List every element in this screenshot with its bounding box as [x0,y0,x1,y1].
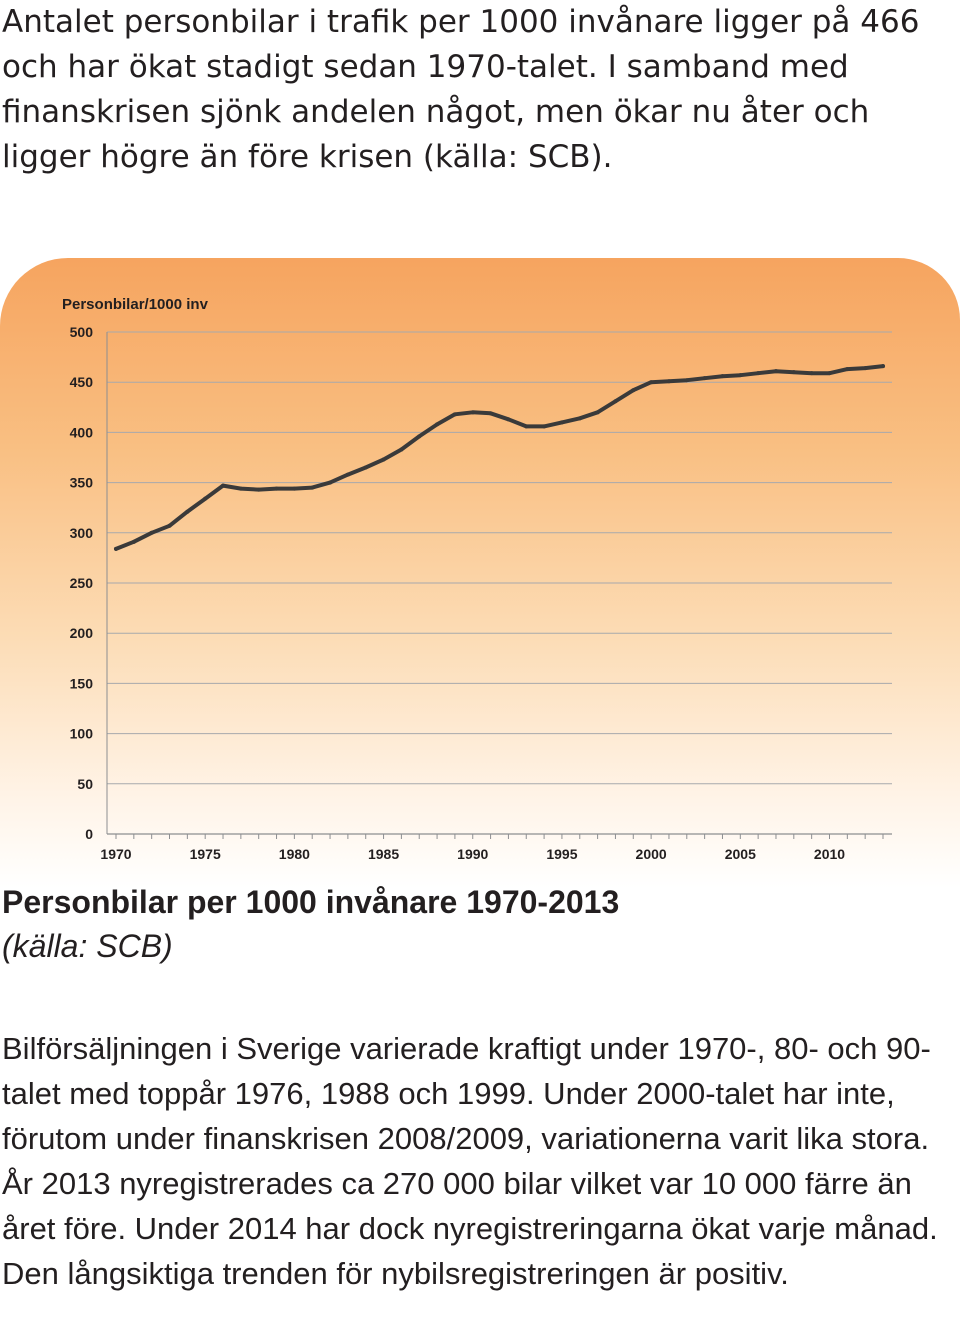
data-point-1981 [310,485,315,490]
data-point-2003 [702,376,707,381]
data-point-2006 [756,371,761,376]
data-point-1999 [631,388,636,393]
y-tick-400: 400 [70,424,94,440]
x-tick-2010: 2010 [814,846,845,862]
y-tick-350: 350 [70,475,94,491]
data-point-1986 [399,447,404,452]
data-point-2013 [881,364,885,369]
data-point-1994 [542,424,547,429]
x-tick-1975: 1975 [190,846,221,862]
data-point-1977 [238,486,243,491]
y-tick-500: 500 [70,324,94,340]
y-tick-450: 450 [70,374,94,390]
data-point-2001 [666,379,671,384]
data-point-1985 [381,457,386,462]
data-point-2004 [720,374,725,379]
series-layer [114,364,885,551]
data-point-1974 [185,509,190,514]
data-point-1970 [114,546,118,551]
body-paragraph: Bilförsäljningen i Sverige varierade kra… [2,1031,938,1291]
y-tick-labels: 0 50 100 150 200 250 300 350 400 450 500 [70,324,94,842]
grid-lines [107,331,892,785]
data-point-2000 [649,380,654,385]
data-point-2007 [773,369,778,374]
x-tick-labels: 1970 1975 1980 1985 1990 1995 2000 2005 2010 [100,846,845,862]
caption-source: (källa: SCB) [2,928,173,964]
data-point-1975 [203,496,208,501]
data-point-1987 [417,434,422,439]
x-tick-2000: 2000 [636,846,667,862]
y-axis-label: Personbilar/1000 inv [62,296,209,313]
y-tick-0: 0 [85,826,93,842]
data-point-1982 [328,480,333,485]
data-point-2008 [791,370,796,375]
data-point-1976 [221,483,226,488]
line-chart: Personbilar/1000 inv 0 50 100 150 200 250 300 3… [62,296,892,862]
data-point-1978 [256,487,261,492]
data-point-1998 [613,399,618,404]
data-point-1971 [131,539,136,544]
data-point-1989 [452,412,457,417]
caption-title: Personbilar per 1000 invånare 1970-2013 [2,884,620,920]
data-point-2012 [863,366,868,371]
y-tick-200: 200 [70,625,94,641]
data-point-1984 [363,465,368,470]
y-tick-100: 100 [70,726,94,742]
data-point-1973 [167,523,172,528]
data-point-1991 [488,411,493,416]
data-point-1995 [559,420,564,425]
data-point-1996 [577,416,582,421]
x-tick-1970: 1970 [100,846,131,862]
intro-paragraph: Antalet personbilar i trafik per 1000 in… [2,4,920,175]
axes [106,332,892,839]
data-point-1993 [524,424,529,429]
data-point-2002 [684,378,689,383]
x-tick-1995: 1995 [546,846,577,862]
chart-panel: Personbilar/1000 inv 0 50 100 150 200 250 300 3… [0,258,960,888]
data-point-2010 [827,371,832,376]
data-point-1983 [345,472,350,477]
data-point-2009 [809,371,814,376]
y-tick-250: 250 [70,575,94,591]
y-tick-300: 300 [70,525,94,541]
series-line-0 [114,364,885,551]
x-tick-1985: 1985 [368,846,399,862]
data-point-1997 [595,410,600,415]
data-point-1980 [292,486,297,491]
data-point-2011 [845,367,850,372]
x-tick-1980: 1980 [279,846,310,862]
chart-caption: Personbilar per 1000 invånare 1970-2013 … [2,880,952,968]
y-tick-50: 50 [77,776,93,792]
data-point-1972 [149,530,154,535]
data-point-1990 [470,410,475,415]
data-point-2005 [738,373,743,378]
y-tick-150: 150 [70,675,94,691]
x-tick-1990: 1990 [457,846,488,862]
x-tick-2005: 2005 [725,846,756,862]
data-point-1992 [506,417,511,422]
data-point-1979 [274,486,279,491]
data-point-1988 [435,422,440,427]
